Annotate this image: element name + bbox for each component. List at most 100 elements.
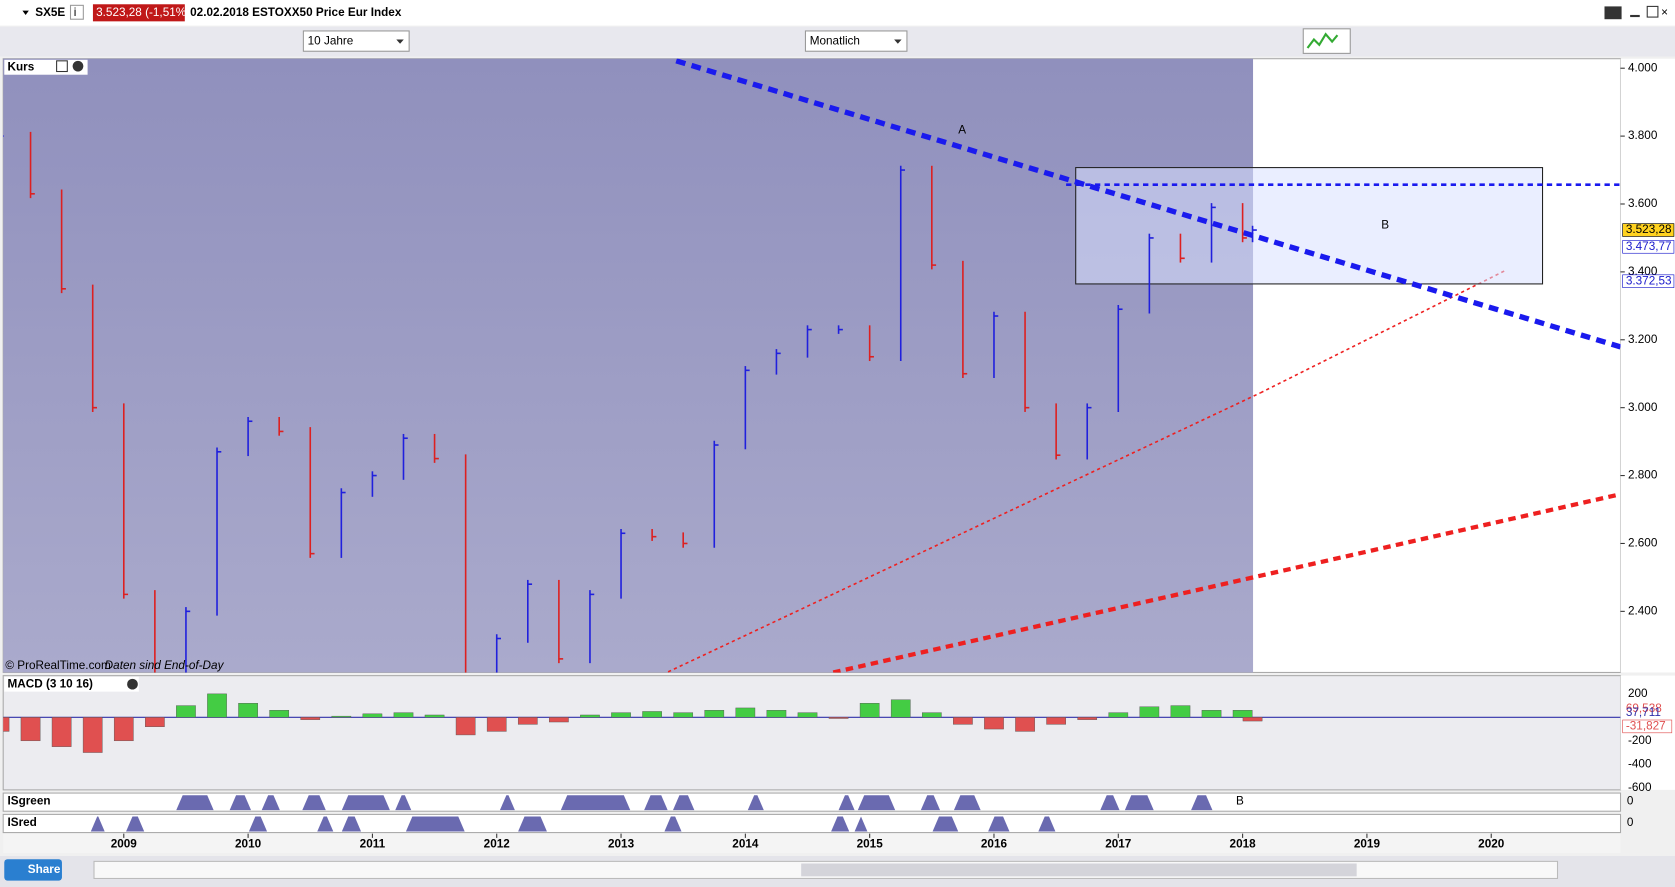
macd-bar <box>1108 712 1129 718</box>
symbol[interactable]: SX5E <box>35 6 65 19</box>
panel-close[interactable] <box>72 60 84 72</box>
x-tick-label: 2020 <box>1478 837 1505 850</box>
macd-bar <box>859 703 880 718</box>
macd-bar <box>486 717 507 732</box>
macd-bar <box>207 693 227 718</box>
signal <box>560 795 631 811</box>
y-tick-label: 3.800 <box>1628 129 1658 142</box>
info-icon: i <box>74 6 77 19</box>
y-tick-label: 2.800 <box>1628 469 1658 482</box>
signal <box>518 816 547 832</box>
x-tick-label: 2016 <box>981 837 1008 850</box>
period-select[interactable] <box>302 30 410 52</box>
price-axis <box>1620 58 1675 673</box>
signal <box>953 795 981 811</box>
macd-bar <box>984 717 1004 730</box>
trend-line <box>832 492 1621 673</box>
last-value-box <box>1622 719 1673 734</box>
panel-close[interactable] <box>127 678 138 690</box>
menu-button[interactable] <box>1604 6 1622 20</box>
chart-style-button[interactable] <box>1302 28 1351 54</box>
period: 10 Jahre <box>308 35 354 48</box>
macd-bar <box>766 710 787 718</box>
y-tick-label: -400 <box>1628 757 1652 770</box>
signal <box>747 795 764 811</box>
interval-select[interactable] <box>804 30 908 52</box>
signal <box>932 816 959 832</box>
last-value: 69,538 <box>1626 702 1662 715</box>
maximize[interactable] <box>1646 5 1659 18</box>
macd-bar <box>828 717 849 719</box>
signal <box>644 795 668 811</box>
macd-bar <box>269 710 290 718</box>
price-label-box <box>1622 240 1675 254</box>
minimize[interactable] <box>1630 14 1640 18</box>
macd-bar <box>953 717 973 725</box>
isgreen-signals <box>176 795 1213 811</box>
macd-bar <box>1015 717 1035 732</box>
y-tick-label: 3.000 <box>1628 401 1658 414</box>
marker: B <box>1236 795 1244 808</box>
signal <box>229 795 252 811</box>
copyright: © ProRealTime.com <box>5 659 110 672</box>
macd-bar <box>1242 717 1263 722</box>
signal <box>1124 795 1154 811</box>
macd-bar <box>1077 717 1098 720</box>
macd-bar <box>300 717 321 720</box>
share-button[interactable] <box>4 859 62 881</box>
box-b <box>1075 167 1544 285</box>
annotation: A <box>958 123 966 136</box>
history-shade <box>3 58 1254 673</box>
macd-bar <box>238 703 258 718</box>
panel-title: Kurs <box>7 60 34 73</box>
y-tick-label: 2.600 <box>1628 537 1658 550</box>
macd-bar <box>549 717 569 723</box>
interval: Monatlich <box>810 35 860 48</box>
macd-bar <box>1046 717 1066 725</box>
scroll-thumb[interactable] <box>801 863 1357 877</box>
signal <box>1038 816 1056 832</box>
macd-bar <box>1201 710 1222 718</box>
x-tick-label: 2010 <box>235 837 262 850</box>
signal <box>920 795 941 811</box>
macd-bar <box>735 707 756 718</box>
macd-bar <box>1139 706 1160 718</box>
macd-bar <box>580 714 600 718</box>
y-tick-label: 3.600 <box>1628 197 1658 210</box>
description: 02.02.2018 ESTOXX50 Price Eur Index <box>190 6 402 19</box>
dropdown-arrow <box>396 39 404 44</box>
x-tick-label: 2019 <box>1354 837 1381 850</box>
macd-bar <box>3 717 10 732</box>
signal <box>90 816 105 832</box>
annotation: B <box>1381 218 1389 231</box>
x-tick-label: 2012 <box>484 837 511 850</box>
share-label: Share <box>28 863 61 876</box>
quote-box <box>92 4 185 22</box>
signal <box>302 795 326 811</box>
macd-bar <box>673 712 694 718</box>
y-tick-label: -200 <box>1628 734 1652 747</box>
x-tick-label: 2018 <box>1230 837 1257 850</box>
dropdown-arrow[interactable] <box>22 10 29 15</box>
macd-bar <box>82 717 103 753</box>
quote: 3.523,28 (-1,51%) <box>96 6 190 19</box>
macd-bar <box>921 712 942 718</box>
panel-title: MACD (3 10 16) <box>7 677 93 690</box>
x-tick-label: 2013 <box>608 837 635 850</box>
signal <box>341 795 390 811</box>
price-label: 3.523,28 <box>1626 223 1672 236</box>
macd-panel <box>2 675 1622 791</box>
price-label-box <box>1622 274 1675 288</box>
macd-plot <box>3 693 1621 753</box>
panel-header <box>4 676 139 692</box>
signal <box>831 816 850 832</box>
macd-bar <box>1170 705 1191 718</box>
close[interactable]: × <box>1661 6 1668 19</box>
info-button[interactable] <box>69 4 84 20</box>
last-value: 37,711 <box>1626 706 1661 719</box>
macd-bar <box>1232 710 1253 718</box>
macd-bar <box>797 712 818 718</box>
panel-button[interactable] <box>56 60 68 73</box>
